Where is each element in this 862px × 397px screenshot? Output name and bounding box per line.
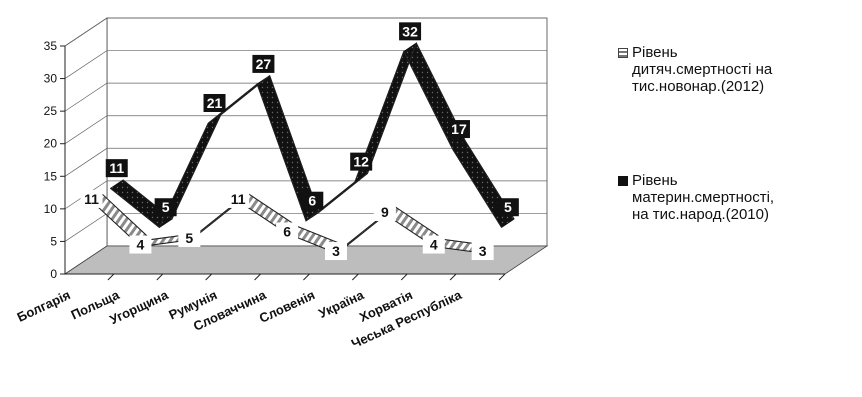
- data-label-series-2: 6: [308, 193, 316, 209]
- data-label-bg: [471, 242, 494, 261]
- data-label-bg: [105, 159, 128, 178]
- data-label-series-1: 11: [84, 191, 99, 207]
- legend-swatch-hatched: [618, 48, 628, 58]
- gridline: [64, 180, 547, 210]
- x-axis: БолгаріяПольщаУгорщинаРумуніяСловаччинаС…: [15, 273, 506, 351]
- data-label-series-2: 21: [207, 95, 223, 111]
- data-label-series-1: 4: [137, 237, 145, 253]
- data-label-series-1: 6: [283, 224, 291, 240]
- data-label-bg: [276, 222, 299, 241]
- y-tick-label: 20: [44, 137, 58, 151]
- data-label-series-1: 5: [185, 230, 193, 246]
- data-label-series-2: 32: [402, 23, 418, 39]
- data-label-bg: [301, 191, 324, 210]
- gridline: [64, 17, 547, 47]
- data-label-bg: [154, 198, 177, 217]
- legend-swatch-dark: [618, 176, 628, 186]
- data-label-series-1: 11: [231, 191, 246, 207]
- data-label-bg: [399, 22, 422, 41]
- x-tick-mark: [107, 273, 115, 281]
- data-label-series-2: 17: [451, 121, 467, 137]
- data-label-series-2: 27: [256, 56, 272, 72]
- x-tick-mark: [205, 273, 213, 281]
- data-label-series-2: 5: [162, 199, 170, 215]
- y-tick-label: 5: [50, 234, 57, 248]
- data-label-bg: [129, 235, 152, 254]
- data-label-bg: [373, 202, 396, 221]
- y-tick-label: 35: [44, 39, 58, 53]
- data-label-series-1: 3: [332, 243, 340, 259]
- x-tick-mark: [303, 273, 310, 281]
- series-line-front: [110, 50, 502, 229]
- gridline: [64, 115, 547, 145]
- data-label-series-1: 9: [381, 204, 389, 220]
- x-tick-mark: [498, 273, 506, 281]
- data-label-bg: [324, 242, 347, 261]
- data-label-bg: [350, 152, 373, 171]
- data-label-series-2: 11: [109, 160, 124, 176]
- series-line-back: [122, 41, 515, 220]
- data-label-series-1: 4: [430, 237, 438, 253]
- data-label-bg: [178, 229, 201, 248]
- x-tick-mark: [449, 273, 457, 281]
- legend-item-infant-mortality: Рівень дитяч.смертності на тис.новонар.(…: [618, 44, 862, 95]
- gridline: [64, 147, 547, 177]
- data-label-bg: [227, 189, 250, 208]
- x-tick-mark: [254, 273, 261, 281]
- legend-item-maternal-mortality: Рівень материн.смертності, на тис.народ.…: [618, 172, 862, 223]
- data-label-bg: [447, 120, 470, 139]
- y-tick-label: 0: [50, 267, 57, 281]
- data-label-series-2: 12: [353, 154, 369, 170]
- x-tick-label: Болгарія: [15, 287, 73, 325]
- y-axis: 0 5 10 15 20 25 30 35: [44, 39, 66, 281]
- data-label-bg: [496, 198, 519, 217]
- data-label-bg: [80, 189, 103, 208]
- x-tick-label: Словенія: [257, 287, 317, 326]
- gridline: [64, 50, 547, 79]
- data-labels: 11 4 5 11 6 3 9 4 3 11 5 21 27 6 12 32 17 5: [80, 22, 519, 261]
- data-label-bg: [422, 235, 445, 254]
- side-wall: [64, 17, 108, 275]
- x-tick-mark: [400, 273, 408, 281]
- y-tick-label: 25: [44, 104, 58, 118]
- y-tick-label: 15: [44, 169, 58, 183]
- legend-label-infant-mortality: Рівень дитяч.смертності на тис.новонар.(…: [632, 44, 773, 95]
- y-tick-label: 30: [44, 72, 58, 86]
- x-tick-mark: [156, 273, 164, 281]
- data-label-bg: [203, 94, 226, 112]
- legend-label-maternal-mortality: Рівень материн.смертності, на тис.народ.…: [632, 172, 775, 223]
- data-label-series-2: 5: [504, 199, 512, 215]
- y-tick-label: 10: [44, 202, 58, 216]
- x-tick-mark: [351, 273, 359, 281]
- data-label-bg: [252, 54, 275, 73]
- data-label-series-1: 3: [479, 243, 487, 259]
